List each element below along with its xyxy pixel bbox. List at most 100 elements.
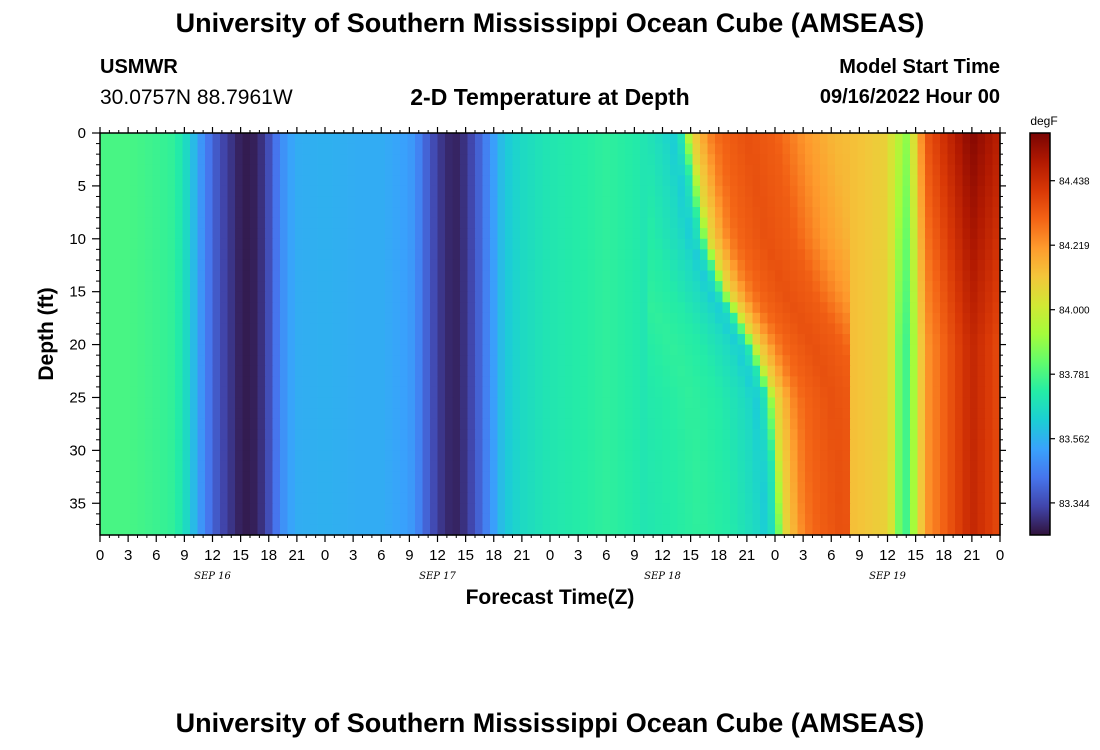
heatmap-cell [137, 270, 146, 282]
heatmap-cell [902, 408, 911, 420]
heatmap-cell [122, 323, 131, 335]
heatmap-cell [962, 513, 971, 526]
heatmap-cell [617, 365, 626, 377]
heatmap-cell [115, 270, 124, 282]
heatmap-cell [595, 460, 604, 473]
heatmap-cell [955, 450, 964, 462]
heatmap-cell [850, 397, 859, 409]
heatmap-cell [160, 355, 169, 367]
heatmap-cell [160, 492, 169, 504]
heatmap-cell [205, 397, 214, 409]
heatmap-cell [160, 154, 169, 166]
heatmap-cell [580, 482, 589, 494]
heatmap-cell [820, 397, 829, 409]
heatmap-cell [700, 334, 709, 346]
heatmap-cell [152, 281, 161, 293]
heatmap-cell [430, 524, 439, 536]
heatmap-cell [677, 365, 686, 377]
heatmap-cell [370, 397, 379, 409]
heatmap-cell [445, 376, 454, 388]
heatmap-cell [392, 217, 401, 229]
heatmap-cell [467, 323, 476, 335]
heatmap-cell [602, 513, 611, 526]
heatmap-cell [872, 217, 881, 229]
heatmap-cell [700, 386, 709, 399]
heatmap-cell [872, 249, 881, 261]
x-tick-label: 6 [152, 547, 160, 564]
heatmap-cell [857, 207, 866, 219]
heatmap-cell [947, 249, 956, 261]
heatmap-cell [250, 164, 259, 176]
heatmap-cell [115, 386, 124, 399]
heatmap-cell [632, 312, 641, 325]
heatmap-cell [437, 217, 446, 229]
heatmap-cell [145, 513, 154, 526]
heatmap-cell [827, 524, 836, 536]
heatmap-cell [812, 281, 821, 293]
heatmap-cell [280, 503, 289, 515]
heatmap-cell [655, 418, 664, 430]
heatmap-cell [220, 185, 229, 198]
heatmap-cell [662, 376, 671, 388]
heatmap-cell [227, 492, 236, 504]
heatmap-cell [857, 185, 866, 198]
heatmap-cell [940, 482, 949, 494]
heatmap-cell [962, 175, 971, 187]
heatmap-cell [617, 355, 626, 367]
heatmap-cell [310, 386, 319, 399]
heatmap-cell [602, 217, 611, 229]
heatmap-cell [520, 175, 529, 187]
heatmap-cell [827, 154, 836, 166]
x-tick-label: 15 [457, 547, 474, 564]
heatmap-cell [707, 450, 716, 462]
heatmap-cell [707, 365, 716, 377]
heatmap-cell [227, 460, 236, 473]
heatmap-cell [385, 133, 394, 145]
heatmap-cell [145, 376, 154, 388]
heatmap-cell [445, 185, 454, 198]
heatmap-cell [182, 397, 191, 409]
heatmap-cell [175, 492, 184, 504]
heatmap-cell [677, 259, 686, 272]
heatmap-cell [955, 175, 964, 187]
heatmap-cell [175, 143, 184, 155]
heatmap-cell [745, 281, 754, 293]
heatmap-cell [572, 323, 581, 335]
heatmap-cell [452, 471, 461, 483]
heatmap-cell [767, 418, 776, 430]
heatmap-cell [467, 439, 476, 451]
heatmap-cell [812, 185, 821, 198]
heatmap-cell [542, 334, 551, 346]
heatmap-cell [175, 291, 184, 303]
x-tick-label: 6 [602, 547, 610, 564]
heatmap-cell [512, 259, 521, 272]
heatmap-cell [130, 270, 139, 282]
heatmap-cell [512, 281, 521, 293]
heatmap-cell [205, 312, 214, 325]
heatmap-cell [272, 302, 281, 314]
heatmap-cell [940, 291, 949, 303]
heatmap-cell [895, 471, 904, 483]
heatmap-cell [122, 439, 131, 451]
heatmap-cell [167, 334, 176, 346]
heatmap-cell [122, 312, 131, 325]
heatmap-cell [205, 196, 214, 208]
heatmap-cell [775, 334, 784, 346]
heatmap-cell [220, 143, 229, 155]
heatmap-cell [625, 217, 634, 229]
heatmap-cell [400, 207, 409, 219]
heatmap-cell [115, 281, 124, 293]
heatmap-cell [212, 492, 221, 504]
heatmap-cell [572, 429, 581, 441]
heatmap-cell [467, 175, 476, 187]
heatmap-cell [910, 164, 919, 176]
heatmap-cell [340, 513, 349, 526]
heatmap-cell [640, 386, 649, 399]
heatmap-cell [880, 228, 889, 240]
heatmap-cell [752, 513, 761, 526]
heatmap-cell [790, 143, 799, 155]
heatmap-cell [760, 238, 769, 250]
heatmap-cell [812, 471, 821, 483]
heatmap-cell [257, 143, 266, 155]
heatmap-cell [182, 259, 191, 272]
